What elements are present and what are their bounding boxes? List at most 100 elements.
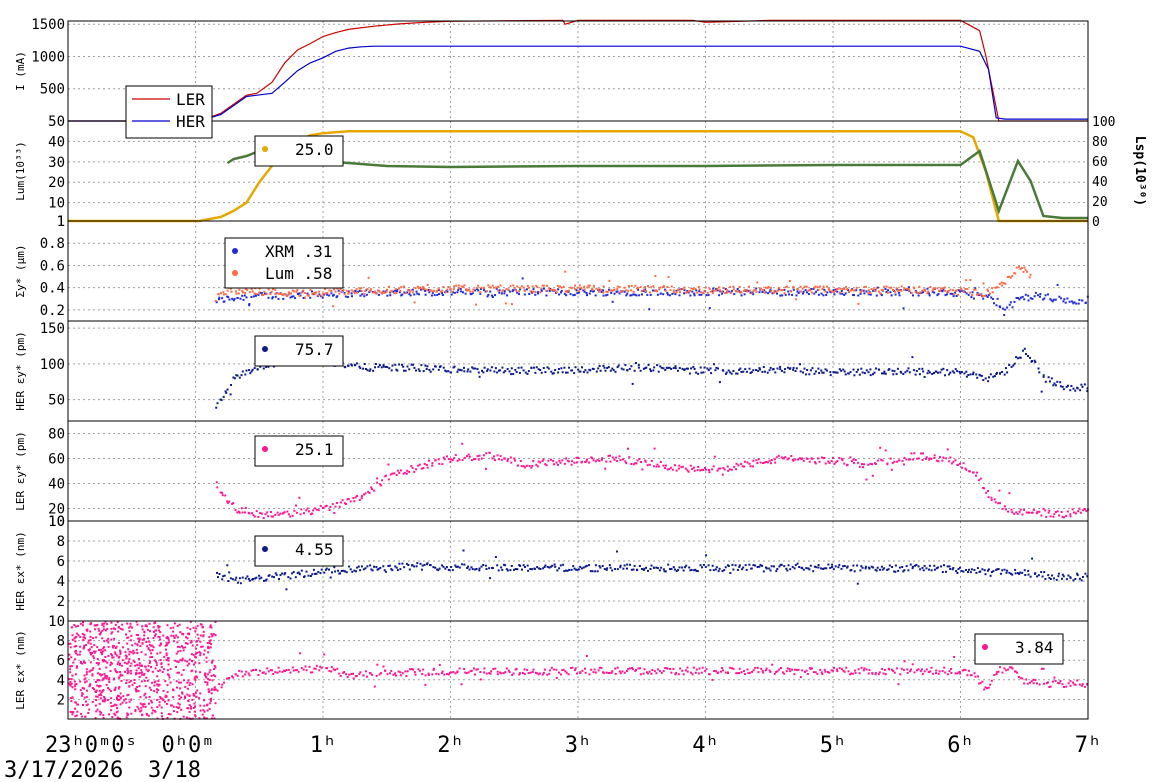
scatter-point [813, 372, 816, 375]
scatter-point [558, 293, 561, 296]
scatter-point [834, 288, 837, 291]
scatter-point [245, 296, 248, 299]
scatter-point [168, 676, 171, 679]
scatter-point [208, 635, 211, 638]
scatter-point [1069, 684, 1072, 687]
scatter-point [222, 291, 225, 294]
scatter-point [471, 568, 474, 571]
scatter-point [901, 566, 904, 568]
scatter-point [588, 673, 591, 676]
scatter-point [1008, 275, 1011, 278]
scatter-point [880, 294, 883, 297]
scatter-point [940, 565, 943, 568]
scatter-point [124, 670, 126, 673]
scatter-point [328, 289, 331, 292]
scatter-point [1065, 685, 1068, 688]
scatter-point [303, 575, 306, 578]
scatter-point [951, 292, 954, 295]
y-tick-label: 80 [48, 427, 65, 443]
scatter-point [181, 657, 184, 660]
scatter-point [714, 289, 717, 292]
scatter-point [630, 568, 633, 571]
scatter-point [231, 297, 234, 300]
scatter-point [172, 688, 174, 691]
scatter-point [826, 285, 828, 288]
scatter-point [822, 568, 825, 570]
scatter-point [986, 288, 989, 291]
scatter-point [437, 458, 440, 461]
scatter-point [601, 565, 604, 567]
scatter-point [603, 568, 606, 570]
scatter-point [625, 462, 628, 465]
scatter-point [244, 373, 247, 376]
scatter-point [929, 286, 932, 288]
scatter-point [1050, 377, 1053, 380]
scatter-point [116, 694, 119, 697]
scatter-point [153, 684, 156, 687]
scatter-point [1000, 284, 1003, 287]
scatter-point [119, 673, 122, 676]
scatter-point [206, 642, 209, 644]
scatter-point [239, 582, 242, 585]
scatter-point [394, 363, 397, 366]
scatter-point [362, 568, 365, 571]
scatter-point [333, 288, 336, 291]
scatter-point [355, 570, 358, 573]
scatter-point [1040, 667, 1043, 670]
scatter-point [149, 656, 152, 659]
scatter-point [192, 626, 195, 629]
scatter-point [802, 459, 805, 462]
scatter-point [875, 569, 878, 572]
scatter-point [984, 573, 987, 576]
scatter-point [435, 672, 438, 675]
scatter-point [530, 466, 533, 469]
scatter-point [514, 568, 517, 570]
scatter-point [1023, 298, 1026, 301]
scatter-point [178, 623, 181, 626]
scatter-point [988, 292, 991, 295]
scatter-point [662, 670, 665, 673]
scatter-point [452, 671, 455, 673]
scatter-point [147, 664, 150, 667]
scatter-point [880, 565, 883, 568]
scatter-point [695, 371, 698, 374]
scatter-point [1037, 367, 1040, 370]
scatter-point [829, 566, 832, 569]
scatter-point [235, 290, 237, 293]
scatter-point [1069, 515, 1072, 518]
scatter-point [358, 290, 361, 292]
scatter-point [398, 287, 400, 290]
scatter-point [710, 372, 713, 375]
scatter-point [952, 293, 955, 295]
scatter-point [613, 292, 616, 295]
scatter-point [292, 295, 295, 298]
scatter-point [543, 566, 546, 568]
scatter-point [1011, 306, 1014, 309]
scatter-point [595, 370, 598, 373]
scatter-point [1038, 371, 1041, 374]
scatter-point [591, 288, 594, 291]
scatter-point [493, 286, 496, 289]
scatter-point [1015, 511, 1018, 514]
scatter-point [89, 635, 92, 638]
scatter-point [1039, 293, 1042, 296]
scatter-point [391, 472, 394, 475]
scatter-point [786, 366, 789, 369]
scatter-point [311, 573, 314, 576]
scatter-point [845, 285, 847, 288]
scatter-point [530, 367, 533, 370]
scatter-point [304, 292, 307, 294]
scatter-point [768, 669, 771, 672]
scatter-point [951, 370, 954, 373]
scatter-point [392, 673, 395, 676]
scatter-point [747, 290, 750, 293]
scatter-point [814, 285, 817, 288]
scatter-point [204, 681, 207, 684]
scatter-point [616, 290, 619, 293]
scatter-point [840, 668, 843, 671]
scatter-point [569, 293, 572, 296]
scatter-point [353, 500, 356, 503]
scatter-point [169, 627, 172, 630]
scatter-point [777, 288, 780, 291]
scatter-point [989, 574, 992, 577]
